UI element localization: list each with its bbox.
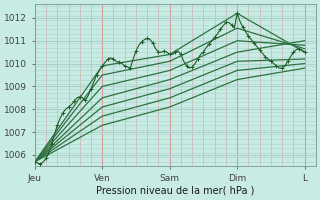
X-axis label: Pression niveau de la mer( hPa ): Pression niveau de la mer( hPa )	[96, 186, 254, 196]
